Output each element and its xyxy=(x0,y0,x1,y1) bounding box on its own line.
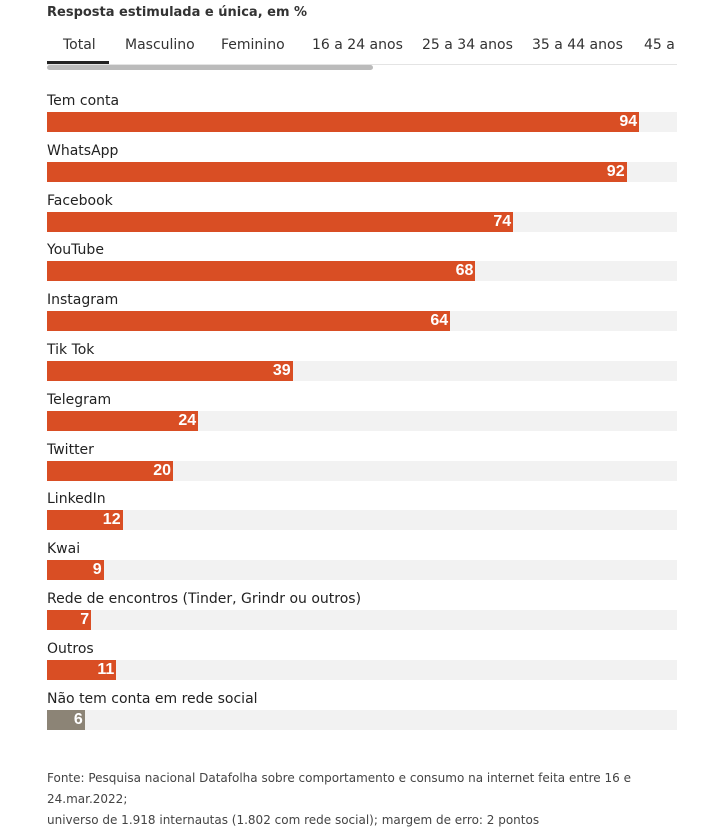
source-note-line-1: Fonte: Pesquisa nacional Datafolha sobre… xyxy=(47,771,631,806)
bar-value-label: 74 xyxy=(493,213,512,230)
bar: 94 xyxy=(47,112,640,132)
bar-track: 9 xyxy=(47,560,677,580)
bar: 11 xyxy=(47,660,117,680)
bar-row: YouTube 68 xyxy=(47,239,677,281)
tab-6[interactable]: 35 a 44 anos xyxy=(532,37,623,53)
bar-category-label: Outros xyxy=(47,641,94,657)
bar-row: Twitter 20 xyxy=(47,439,677,481)
bar-row: Outros 11 xyxy=(47,638,677,680)
bar-category-label: Não tem conta em rede social xyxy=(47,691,258,707)
bar-value-label: 39 xyxy=(272,362,291,379)
bar-category-label: Tik Tok xyxy=(47,342,95,358)
bar: 74 xyxy=(47,212,514,232)
bar-track: 64 xyxy=(47,311,677,331)
bar-row: Facebook 74 xyxy=(47,190,677,232)
bar-track: 39 xyxy=(47,361,677,381)
bar-value-label: 6 xyxy=(73,711,83,728)
bar-category-label: WhatsApp xyxy=(47,143,119,159)
bar: 12 xyxy=(47,510,123,530)
bar-value-label: 64 xyxy=(430,312,449,329)
chart-subtitle: Resposta estimulada e única, em % xyxy=(47,5,308,20)
bar: 39 xyxy=(47,361,293,381)
bar-track: 7 xyxy=(47,610,677,630)
bar-value-label: 92 xyxy=(606,163,625,180)
tabs-scrollbar[interactable] xyxy=(47,65,373,70)
bar-category-label: Twitter xyxy=(47,442,94,458)
bar-category-label: Kwai xyxy=(47,541,81,557)
bar-value-label: 68 xyxy=(455,262,474,279)
bar-track: 94 xyxy=(47,112,677,132)
bar-row: Telegram 24 xyxy=(47,389,677,431)
bar-row: Tik Tok 39 xyxy=(47,339,677,381)
bar-row: Instagram 64 xyxy=(47,289,677,331)
bar-category-label: Tem conta xyxy=(47,93,120,109)
bar: 6 xyxy=(47,710,85,730)
bar-track: 68 xyxy=(47,261,677,281)
bar-value-label: 7 xyxy=(80,611,90,628)
bar: 92 xyxy=(47,162,627,182)
bar: 68 xyxy=(47,261,476,281)
bar: 20 xyxy=(47,461,173,481)
bar-track: 74 xyxy=(47,212,677,232)
tab-7[interactable]: 45 a 59 anos xyxy=(644,37,677,53)
bar-track: 92 xyxy=(47,162,677,182)
tab-4[interactable]: 16 a 24 anos xyxy=(312,37,403,53)
bar: 9 xyxy=(47,560,104,580)
bar-value-label: 11 xyxy=(97,661,115,678)
bar-track: 11 xyxy=(47,660,677,680)
bar-row: Tem conta 94 xyxy=(47,90,677,132)
bar-category-label: LinkedIn xyxy=(47,491,106,507)
bar-track: 12 xyxy=(47,510,677,530)
source-note: Fonte: Pesquisa nacional Datafolha sobre… xyxy=(47,768,687,831)
bar-value-label: 94 xyxy=(619,113,638,130)
bar-category-label: Telegram xyxy=(47,392,112,408)
bar-track: 6 xyxy=(47,710,677,730)
bar-category-label: YouTube xyxy=(47,242,104,258)
filter-tabs: Total Masculino Feminino 16 a 24 anos 25 a 3… xyxy=(47,28,677,65)
active-tab-indicator xyxy=(47,61,109,64)
bar: 64 xyxy=(47,311,451,331)
bar-value-label: 12 xyxy=(102,511,121,528)
bar-category-label: Instagram xyxy=(47,292,119,308)
bar-category-label: Facebook xyxy=(47,193,113,209)
tab-5[interactable]: 25 a 34 anos xyxy=(422,37,513,53)
bar-row: Kwai 9 xyxy=(47,538,677,580)
bar-row: Rede de encontros (Tinder, Grindr ou out… xyxy=(47,588,677,630)
bar-track: 24 xyxy=(47,411,677,431)
bar-row: LinkedIn 12 xyxy=(47,488,677,530)
bar: 7 xyxy=(47,610,92,630)
tab-2[interactable]: Masculino xyxy=(125,37,195,53)
bar-value-label: 20 xyxy=(153,462,171,479)
bar-value-label: 24 xyxy=(178,412,197,429)
bar-row: Não tem conta em rede social 6 xyxy=(47,688,677,730)
bar-category-label: Rede de encontros (Tinder, Grindr ou out… xyxy=(47,591,362,607)
bar-track: 20 xyxy=(47,461,677,481)
tab-3[interactable]: Feminino xyxy=(221,37,285,53)
tab-1[interactable]: Total xyxy=(63,37,96,53)
bar-value-label: 9 xyxy=(92,561,102,578)
bar-row: WhatsApp 92 xyxy=(47,140,677,182)
bar: 24 xyxy=(47,411,199,431)
